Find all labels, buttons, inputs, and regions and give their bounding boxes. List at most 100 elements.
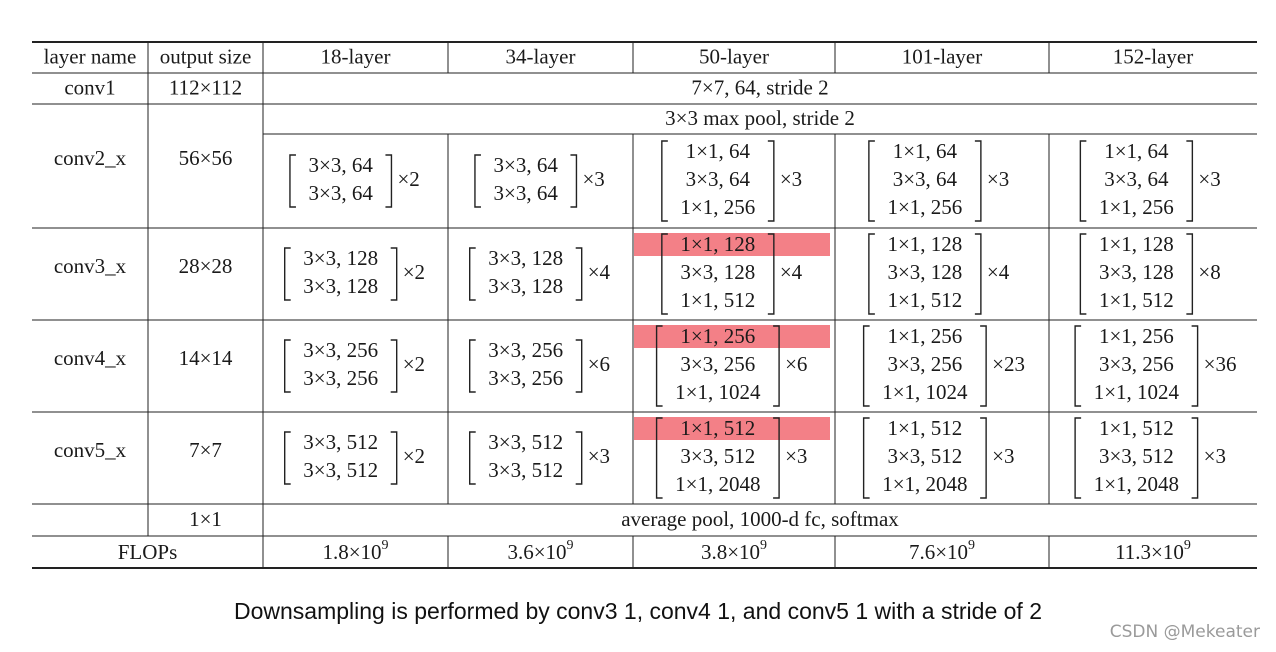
header-cell: 34-layer [506, 44, 576, 68]
left-bracket [661, 140, 668, 222]
right-bracket [385, 154, 393, 208]
block-cell: 1×1, 64 3×3, 64 1×1, 256 ×3 [1079, 139, 1221, 222]
left-bracket [655, 417, 663, 499]
right-bracket [974, 233, 982, 315]
block-multiplier: ×3 [588, 444, 610, 468]
block-line: 3×3, 512 [303, 430, 378, 454]
block-multiplier: ×4 [780, 260, 803, 284]
block-line: 1×1, 256 [680, 324, 755, 348]
output-size-cell: 7×7 [189, 438, 222, 462]
output-size-cell: 28×28 [179, 254, 233, 278]
left-bracket [289, 154, 296, 208]
block-line: 1×1, 2048 [1094, 472, 1179, 496]
block-line: 3×3, 512 [1099, 444, 1174, 468]
block-multiplier: ×3 [1198, 167, 1220, 191]
right-bracket [980, 417, 987, 499]
block-line: 1×1, 512 [1099, 416, 1174, 440]
block-cell: 3×3, 256 3×3, 256 ×2 [284, 338, 425, 393]
left-bracket [868, 140, 875, 222]
flops-value: 3.8×109 [701, 538, 767, 564]
left-bracket [1074, 325, 1082, 407]
flops-mantissa: 3.6×10 [507, 540, 566, 564]
block-multiplier: ×6 [785, 352, 807, 376]
left-bracket [284, 431, 291, 485]
highlight-bar [634, 325, 830, 348]
block-multiplier: ×2 [397, 167, 419, 191]
block-line: 3×3, 256 [1099, 352, 1174, 376]
block-cell: 3×3, 128 3×3, 128 ×2 [284, 246, 425, 301]
left-bracket [469, 339, 476, 393]
right-bracket [974, 140, 982, 222]
block-line: 1×1, 256 [680, 195, 755, 219]
block-line: 1×1, 256 [887, 324, 962, 348]
block-cell: 1×1, 512 3×3, 512 1×1, 2048 ×3 [655, 416, 807, 499]
maxpool-cell: 3×3 max pool, stride 2 [665, 106, 855, 130]
figure-caption: Downsampling is performed by conv3 1, co… [234, 598, 1042, 624]
right-bracket [575, 431, 583, 485]
left-bracket [469, 247, 476, 301]
block-multiplier: ×2 [403, 444, 425, 468]
flops-exponent: 9 [382, 538, 389, 553]
block-multiplier: ×3 [582, 167, 604, 191]
block-cell: 3×3, 512 3×3, 512 ×3 [469, 430, 610, 485]
block-line: 1×1, 64 [686, 139, 751, 163]
left-bracket [284, 339, 291, 393]
block-line: 1×1, 1024 [882, 380, 968, 404]
block-cell: 1×1, 128 3×3, 128 1×1, 512 ×8 [1079, 232, 1221, 315]
block-line: 3×3, 256 [303, 366, 378, 390]
header-cell: output size [160, 44, 252, 68]
block-line: 3×3, 64 [893, 167, 958, 191]
block-line: 3×3, 64 [309, 181, 374, 205]
block-line: 3×3, 256 [488, 366, 563, 390]
block-line: 1×1, 128 [1099, 232, 1174, 256]
left-bracket [868, 233, 875, 315]
highlight-bar [634, 417, 830, 440]
block-line: 3×3, 64 [1104, 167, 1169, 191]
block-line: 3×3, 128 [303, 246, 378, 270]
right-bracket [570, 154, 578, 208]
block-line: 3×3, 128 [303, 274, 378, 298]
block-line: 3×3, 64 [686, 167, 751, 191]
header-cell: 18-layer [321, 44, 391, 68]
block-multiplier: ×3 [987, 167, 1009, 191]
block-cell: 1×1, 128 3×3, 128 1×1, 512 ×4 [868, 232, 1010, 315]
right-bracket [1186, 233, 1194, 315]
block-line: 3×3, 64 [494, 181, 559, 205]
block-line: 3×3, 128 [488, 246, 563, 270]
left-bracket [469, 431, 476, 485]
right-bracket [390, 431, 398, 485]
block-multiplier: ×3 [992, 444, 1014, 468]
header-cell: layer name [44, 44, 137, 68]
header-cell: 50-layer [699, 44, 769, 68]
flops-exponent: 9 [567, 538, 574, 553]
watermark: CSDN @Mekeater [1109, 622, 1260, 642]
block-line: 3×3, 64 [309, 153, 374, 177]
right-bracket [980, 325, 987, 407]
block-cell: 1×1, 512 3×3, 512 1×1, 2048 ×3 [1074, 416, 1226, 499]
right-bracket [575, 247, 583, 301]
block-line: 1×1, 1024 [1094, 380, 1180, 404]
block-cell: 3×3, 64 3×3, 64 ×3 [474, 153, 605, 208]
flops-mantissa: 7.6×10 [909, 540, 968, 564]
flops-value: 1.8×109 [322, 538, 388, 564]
right-bracket [1191, 417, 1199, 499]
right-bracket [1186, 140, 1194, 222]
block-line: 1×1, 512 [887, 288, 962, 312]
left-bracket [284, 247, 291, 301]
block-cell: 3×3, 256 3×3, 256 ×6 [469, 338, 610, 393]
block-line: 3×3, 512 [887, 444, 962, 468]
block-line: 1×1, 256 [1099, 324, 1174, 348]
layer-name-cell: conv1 [64, 75, 115, 99]
block-line: 1×1, 2048 [675, 472, 760, 496]
block-multiplier: ×3 [785, 444, 807, 468]
flops-exponent: 9 [968, 538, 975, 553]
block-line: 1×1, 256 [887, 195, 962, 219]
output-size-cell: 112×112 [169, 75, 242, 99]
block-line: 3×3, 512 [488, 430, 563, 454]
block-multiplier: ×8 [1198, 260, 1220, 284]
block-multiplier: ×2 [403, 352, 425, 376]
block-multiplier: ×2 [403, 260, 425, 284]
block-multiplier: ×23 [992, 352, 1025, 376]
block-cell: 1×1, 256 3×3, 256 1×1, 1024 ×6 [655, 324, 807, 407]
